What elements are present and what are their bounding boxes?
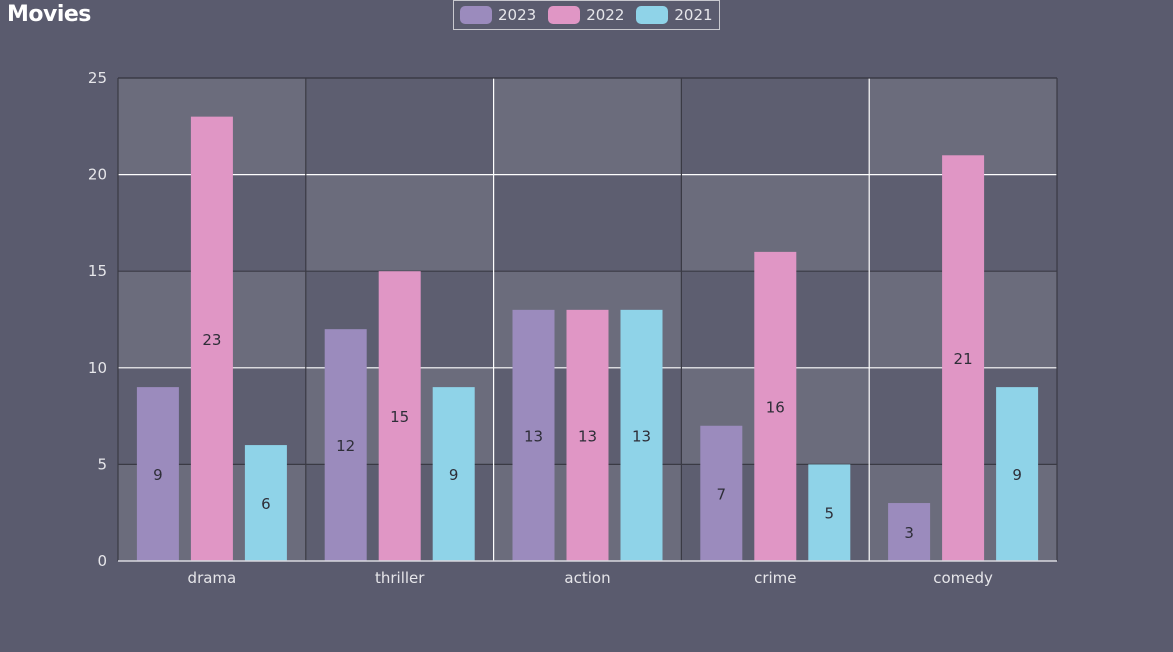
x-tick-label: action xyxy=(564,569,610,587)
bar-2023-drama xyxy=(136,387,179,561)
data-label: 9 xyxy=(449,466,459,484)
data-label: 15 xyxy=(390,408,409,426)
legend-item-2023[interactable]: 2023 xyxy=(460,6,536,24)
bar-2022-drama xyxy=(190,116,233,561)
chart-legend: 2023 2022 2021 xyxy=(453,0,720,30)
y-tick-label: 5 xyxy=(97,455,107,473)
legend-swatch-2021 xyxy=(636,6,669,24)
y-tick-label: 25 xyxy=(88,69,107,87)
bar-2022-thriller xyxy=(378,271,421,561)
legend-label-2021: 2021 xyxy=(674,6,713,24)
y-tick-label: 20 xyxy=(88,166,107,184)
data-label: 7 xyxy=(717,485,727,503)
legend-label-2023: 2023 xyxy=(498,6,537,24)
data-label: 12 xyxy=(336,437,355,455)
legend-item-2022[interactable]: 2022 xyxy=(548,6,624,24)
bar-2023-crime xyxy=(700,425,743,561)
data-label: 21 xyxy=(954,350,973,368)
data-label: 3 xyxy=(904,524,914,542)
legend-item-2021[interactable]: 2021 xyxy=(636,6,713,24)
bar-2022-comedy xyxy=(942,155,985,561)
data-label: 6 xyxy=(261,495,271,513)
x-tick-label: crime xyxy=(754,569,796,587)
bar-2022-action xyxy=(566,309,609,561)
bar-2021-crime xyxy=(808,464,851,561)
bar-2021-action xyxy=(620,309,663,561)
legend-label-2022: 2022 xyxy=(586,6,625,24)
data-label: 16 xyxy=(766,398,785,416)
data-label: 9 xyxy=(153,466,163,484)
y-tick-label: 10 xyxy=(88,359,107,377)
legend-swatch-2022 xyxy=(548,6,581,24)
x-tick-label: thriller xyxy=(375,569,425,587)
bar-2021-comedy xyxy=(996,387,1039,561)
plot-band xyxy=(305,78,494,175)
y-tick-label: 0 xyxy=(97,552,107,570)
data-label: 13 xyxy=(578,427,597,445)
y-tick-label: 15 xyxy=(88,262,107,280)
bar-2023-action xyxy=(512,309,555,561)
plot-band xyxy=(305,174,494,272)
bar-2022-crime xyxy=(754,251,797,561)
bar-2021-drama xyxy=(244,445,287,561)
data-label: 13 xyxy=(632,427,651,445)
data-label: 23 xyxy=(202,331,221,349)
bar-2021-thriller xyxy=(432,387,475,561)
bar-2023-thriller xyxy=(324,329,367,561)
plot-band xyxy=(493,174,682,272)
bar-2023-comedy xyxy=(888,503,931,561)
x-tick-label: drama xyxy=(188,569,237,587)
chart-title: Movies xyxy=(7,2,91,27)
data-label: 13 xyxy=(524,427,543,445)
plot-band xyxy=(681,78,870,175)
data-label: 5 xyxy=(825,505,835,523)
plot-band xyxy=(493,78,682,175)
data-label: 9 xyxy=(1012,466,1022,484)
x-tick-label: comedy xyxy=(933,569,993,587)
legend-swatch-2023 xyxy=(460,6,492,24)
